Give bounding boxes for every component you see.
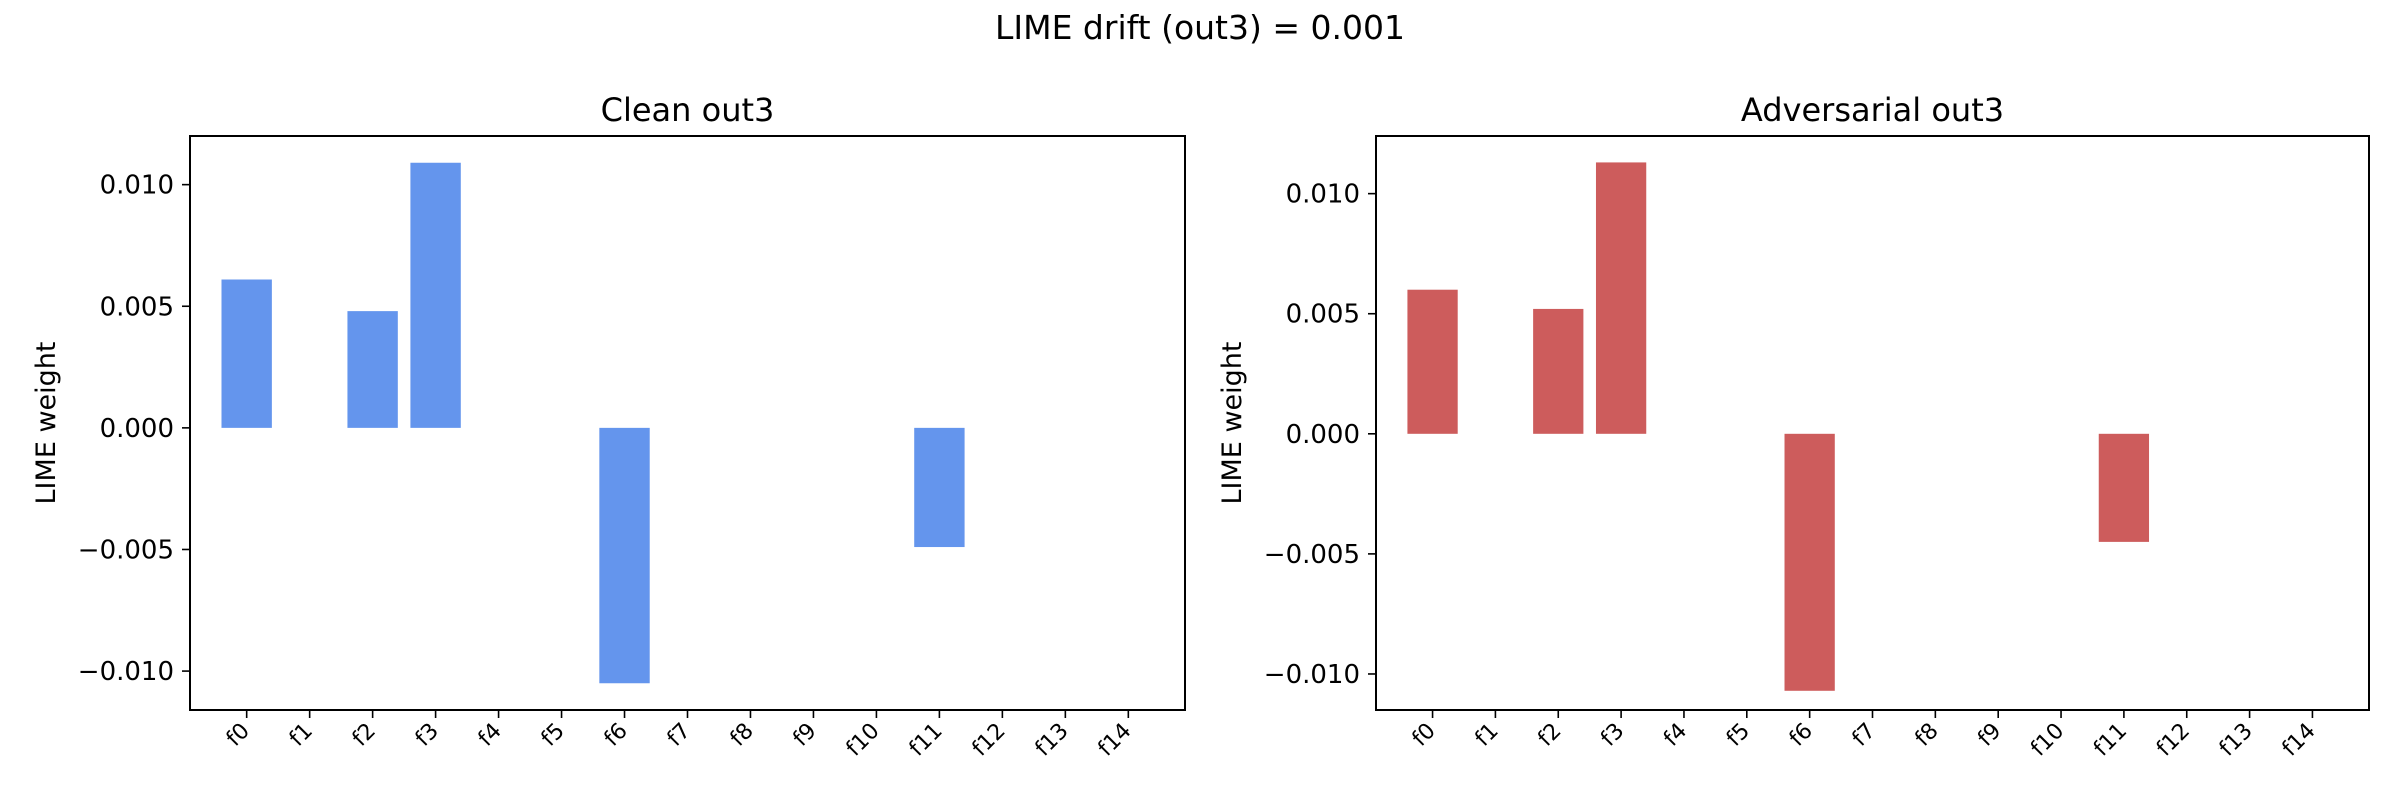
x-tick-label-f3: f3: [411, 719, 444, 752]
y-tick-label-0-010: −0.010: [1264, 660, 1360, 690]
x-tick-label-f3: f3: [1596, 719, 1629, 752]
x-tick-label-f14: f14: [1094, 719, 1137, 762]
y-tick-label-0-010: 0.010: [100, 171, 174, 201]
x-tick-label-f9: f9: [789, 719, 822, 752]
x-tick-label-f2: f2: [348, 719, 381, 752]
bar-f0: f0: 0.0061: [221, 279, 272, 428]
x-tick-label-f9: f9: [1973, 719, 2006, 752]
bar-f2: f2: 0.0048: [347, 311, 398, 428]
x-tick-label-f5: f5: [1722, 719, 1755, 752]
y-tick-label-0-005: −0.005: [78, 535, 174, 565]
x-tick-label-f11: f11: [2089, 719, 2132, 762]
bar-f11: f11: -0.0045: [2098, 433, 2150, 542]
x-tick-label-f4: f4: [1659, 719, 1692, 752]
x-tick-label-f8: f8: [1911, 719, 1944, 752]
x-tick-label-f13: f13: [1031, 719, 1074, 762]
bar-f2: f2: 0.0052: [1533, 308, 1584, 434]
x-tick-label-f6: f6: [1785, 719, 1818, 752]
y-tick-label-0-005: 0.005: [100, 292, 174, 322]
x-tick-label-f6: f6: [600, 719, 633, 752]
bar-f11: f11: -0.0049: [914, 427, 965, 548]
bar-f6: f6: -0.0107: [1784, 433, 1835, 691]
axes-frame: [1375, 135, 2370, 711]
x-tick-label-f10: f10: [842, 719, 885, 762]
x-tick-label-f1: f1: [1471, 719, 1504, 752]
x-tick-label-f11: f11: [905, 719, 948, 762]
x-tick-label-f13: f13: [2215, 719, 2258, 762]
panel-title: Clean out3: [601, 91, 775, 129]
y-tick-label-0-010: −0.010: [78, 657, 174, 687]
y-tick-label-0-010: 0.010: [1286, 180, 1360, 210]
y-tick-label-0-005: 0.005: [1286, 300, 1360, 330]
y-tick-label-0-000: 0.000: [100, 414, 174, 444]
panel-title: Adversarial out3: [1741, 91, 2004, 129]
x-tick-label-f2: f2: [1533, 719, 1566, 752]
bar-f3: f3: 0.0113: [1595, 162, 1647, 434]
chart-panel-clean: f0: 0.0061 f2: 0.0048f3: 0.0109 f6: -0.010…: [31, 91, 1186, 762]
bar-f6: f6: -0.0105: [599, 427, 650, 684]
x-tick-label-f14: f14: [2278, 719, 2321, 762]
y-tick-label-0-000: 0.000: [1286, 420, 1360, 450]
x-tick-label-f12: f12: [968, 719, 1011, 762]
y-tick-label-0-005: −0.005: [1264, 540, 1360, 570]
axes-frame: [189, 135, 1186, 711]
x-tick-label-f12: f12: [2152, 719, 2195, 762]
x-tick-label-f0: f0: [1408, 719, 1441, 752]
bar-f0: f0: 0.006: [1407, 289, 1458, 434]
x-tick-label-f0: f0: [222, 719, 255, 752]
x-tick-label-f4: f4: [474, 719, 507, 752]
x-tick-label-f7: f7: [663, 719, 696, 752]
y-axis-label: LIME weight: [31, 342, 62, 505]
x-tick-label-f8: f8: [726, 719, 759, 752]
figure-suptitle: LIME drift (out3) = 0.001: [995, 8, 1405, 47]
y-axis-label: LIME weight: [1217, 342, 1248, 505]
x-tick-label-f5: f5: [537, 719, 570, 752]
chart-panel-adversarial: f0: 0.006 f2: 0.0052f3: 0.0113 f6: -0.0107…: [1217, 91, 2370, 762]
x-tick-label-f1: f1: [285, 719, 318, 752]
x-tick-label-f7: f7: [1848, 719, 1881, 752]
x-tick-label-f10: f10: [2026, 719, 2069, 762]
bar-f3: f3: 0.0109: [410, 162, 461, 428]
